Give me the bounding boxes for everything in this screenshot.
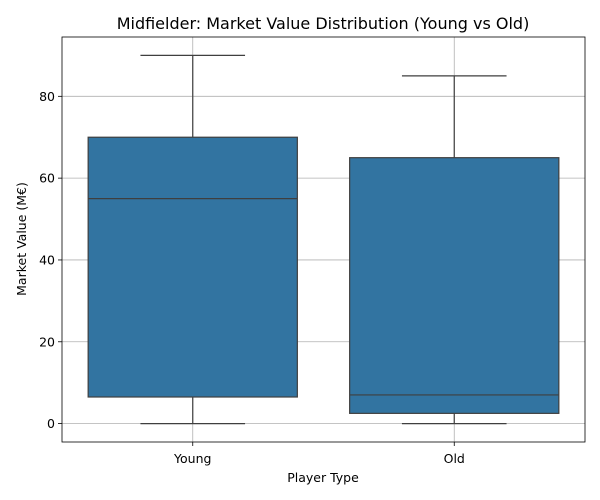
y-tick-label: 20 <box>39 334 55 349</box>
y-tick-label: 60 <box>39 171 55 186</box>
y-tick-label: 0 <box>47 416 55 431</box>
iqr-box <box>87 136 298 398</box>
x-tick-label: Old <box>444 451 465 466</box>
y-axis-label: Market Value (M€) <box>14 182 29 296</box>
plot-frame <box>61 36 586 443</box>
box-young <box>87 54 298 425</box>
tick-layer: 0 20 40 60 80 Young Old <box>39 89 465 466</box>
y-tick-label: 40 <box>39 252 55 267</box>
iqr-box <box>349 157 560 414</box>
chart-title: Midfielder: Market Value Distribution (Y… <box>117 14 530 33</box>
box-old <box>349 75 560 425</box>
x-axis-label: Player Type <box>287 470 359 485</box>
box-layer <box>87 54 560 425</box>
y-tick-label: 80 <box>39 89 55 104</box>
x-tick-label: Young <box>173 451 211 466</box>
